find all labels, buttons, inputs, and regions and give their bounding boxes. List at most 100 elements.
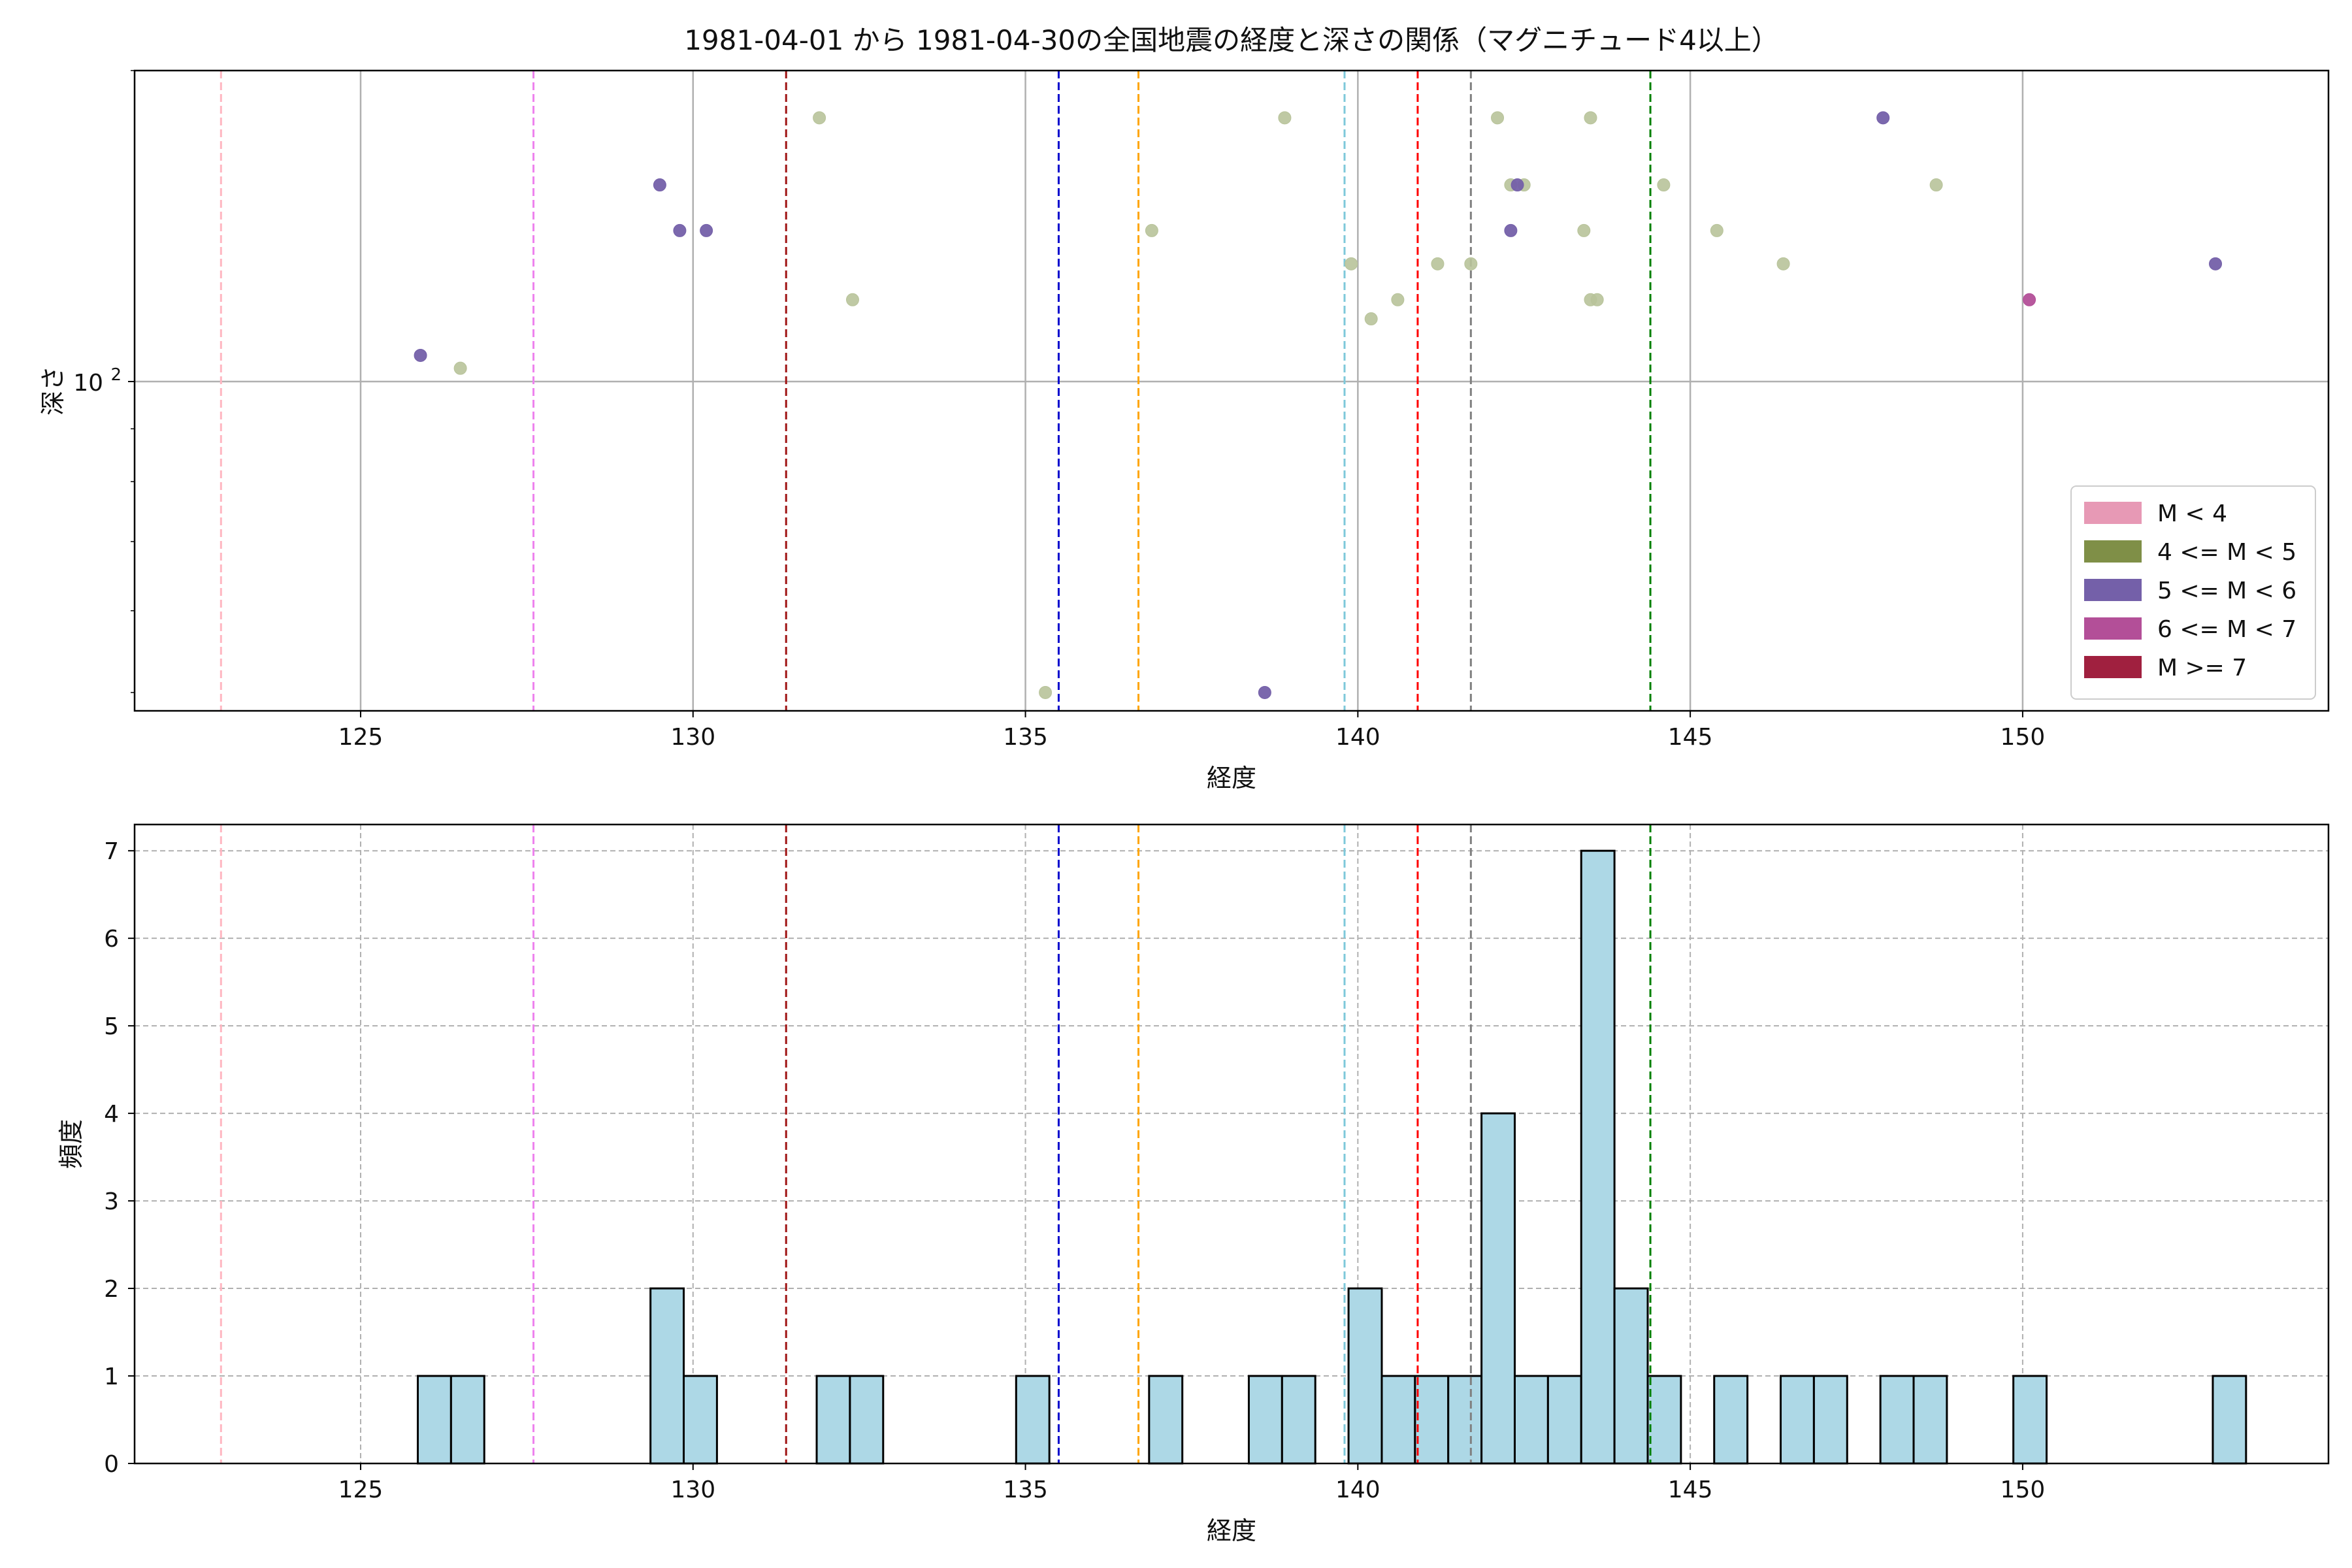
y-tick-label: 10 <box>73 370 103 397</box>
legend: M < 4 4 <= M < 5 5 <= M < 6 6 <= M < 7 M >= … <box>2070 485 2316 700</box>
scatter-panel: 125 130 135 140 145 150 10 2 経度 深さ M < 4 4 <= M < 5… <box>39 69 2330 792</box>
y-tick-label: 7 <box>104 838 119 865</box>
scatter-point <box>453 361 467 375</box>
histogram-bar <box>1480 1112 1516 1465</box>
y-axis-label: 深さ <box>39 366 67 416</box>
y-tick-label-exponent: 2 <box>110 365 122 385</box>
chart-title: 1981-04-01 から 1981-04-30の全国地震の経度と深さの関係（マ… <box>684 24 1779 56</box>
y-tick-label: 5 <box>104 1013 119 1040</box>
scatter-point <box>1258 685 1271 699</box>
x-tick-label: 130 <box>670 724 715 751</box>
scatter-point <box>1929 178 1943 192</box>
scatter-point <box>2023 293 2036 306</box>
scatter-point <box>1464 257 1478 270</box>
histogram-bar <box>449 1375 485 1465</box>
legend-label: 4 <= M < 5 <box>2157 539 2296 566</box>
histogram-bar <box>1546 1375 1582 1465</box>
histogram-bar <box>1447 1375 1483 1465</box>
x-tick-label: 140 <box>1335 724 1380 751</box>
x-tick-label: 135 <box>1003 1477 1048 1503</box>
histogram-bar <box>1613 1287 1649 1465</box>
scatter-point <box>1039 685 1053 699</box>
y-tick-label: 1 <box>104 1364 119 1390</box>
legend-label: M >= 7 <box>2157 655 2247 681</box>
legend-swatch <box>2084 617 2142 640</box>
histogram-bar <box>1646 1375 1682 1465</box>
histogram-bar <box>1713 1375 1749 1465</box>
x-tick-label: 130 <box>670 1477 715 1503</box>
y-tick-label: 4 <box>104 1101 119 1128</box>
scatter-point <box>1504 223 1518 237</box>
axes-frame <box>133 69 2330 712</box>
legend-frame <box>2070 485 2316 700</box>
scatter-point <box>2209 257 2223 270</box>
y-tick-label: 0 <box>104 1451 119 1478</box>
histogram-bar <box>2012 1375 2048 1465</box>
histogram-bar <box>1912 1375 1948 1465</box>
y-tick-label: 6 <box>104 926 119 953</box>
histogram-bar <box>1148 1375 1184 1465</box>
legend-label: 6 <= M < 7 <box>2157 616 2296 643</box>
legend-swatch <box>2084 502 2142 524</box>
x-axis-label: 経度 <box>1207 1516 1256 1545</box>
histogram-bar <box>416 1375 452 1465</box>
x-tick-label: 150 <box>2001 724 2046 751</box>
x-tick-label: 150 <box>2001 1477 2046 1503</box>
x-tick-label: 135 <box>1003 724 1048 751</box>
legend-swatch <box>2084 579 2142 601</box>
scatter-point <box>1590 293 1604 306</box>
legend-swatch <box>2084 540 2142 563</box>
axes-frame <box>133 823 2330 1465</box>
histogram-bar <box>1015 1375 1051 1465</box>
y-tick-label: 3 <box>104 1188 119 1215</box>
histogram-bar <box>1414 1375 1450 1465</box>
scatter-point <box>700 223 713 237</box>
scatter-point <box>1391 293 1405 306</box>
histogram-bar <box>1580 849 1616 1465</box>
histogram-bar <box>649 1287 685 1465</box>
scatter-point <box>1278 111 1292 125</box>
x-tick-label: 145 <box>1668 1477 1713 1503</box>
histogram-bar <box>2212 1375 2247 1465</box>
x-axis-label: 経度 <box>1207 764 1256 792</box>
scatter-point <box>845 293 859 306</box>
x-tick-label: 140 <box>1335 1477 1380 1503</box>
scatter-point <box>1511 178 1524 192</box>
scatter-point <box>1710 223 1723 237</box>
scatter-point <box>673 223 687 237</box>
scatter-point <box>1584 111 1597 125</box>
scatter-point <box>653 178 666 192</box>
scatter-point <box>1491 111 1505 125</box>
x-tick-label: 125 <box>338 1477 384 1503</box>
histogram-bar <box>1380 1375 1416 1465</box>
scatter-point <box>1876 111 1890 125</box>
y-tick-label: 2 <box>104 1276 119 1303</box>
y-axis-label: 頻度 <box>57 1119 86 1169</box>
scatter-point <box>414 348 427 362</box>
legend-label: M < 4 <box>2157 500 2227 527</box>
x-tick-label: 145 <box>1668 724 1713 751</box>
scatter-point <box>1145 223 1158 237</box>
x-tick-label: 125 <box>338 724 384 751</box>
legend-swatch <box>2084 656 2142 678</box>
scatter-point <box>1431 257 1445 270</box>
histogram-bar <box>683 1375 718 1465</box>
scatter-point <box>813 111 826 125</box>
histogram-bar <box>1247 1375 1283 1465</box>
histogram-bar <box>1812 1375 1848 1465</box>
scatter-point <box>1657 178 1671 192</box>
scatter-point <box>1345 257 1358 270</box>
histogram-panel: 125 130 135 140 145 150 0 1 2 3 4 5 6 7 経度 頻度 <box>57 823 2330 1545</box>
histogram-bar <box>849 1375 885 1465</box>
histogram-bar <box>1879 1375 1915 1465</box>
legend-label: 5 <= M < 6 <box>2157 578 2296 604</box>
histogram-bar <box>1281 1375 1316 1465</box>
scatter-point <box>1364 312 1378 326</box>
histogram-bar <box>1780 1375 1815 1465</box>
scatter-point <box>1577 223 1591 237</box>
histogram-bar <box>1347 1287 1383 1465</box>
histogram-bar <box>815 1375 851 1465</box>
scatter-point <box>1776 257 1790 270</box>
